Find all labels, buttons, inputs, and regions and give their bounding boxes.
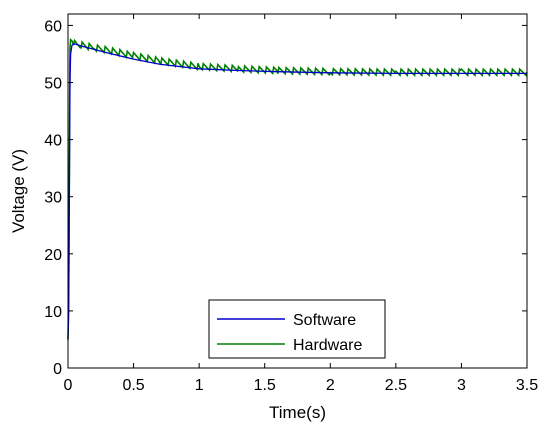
y-tick-label: 40	[44, 133, 62, 150]
x-tick-label: 1.5	[254, 377, 276, 394]
legend-box	[208, 299, 386, 359]
y-tick-label: 20	[44, 247, 62, 264]
x-tick-label: 0	[64, 377, 73, 394]
x-tick-label: 0.5	[122, 377, 144, 394]
x-tick-label: 1	[195, 377, 204, 394]
series-line-software	[67, 42, 527, 340]
x-axis-title: Time(s)	[269, 403, 326, 422]
y-tick-label: 0	[53, 361, 62, 378]
x-tick-label: 3	[457, 377, 466, 394]
x-tick-label: 2	[326, 377, 335, 394]
axes-box	[67, 13, 528, 369]
y-tick-label: 50	[44, 76, 62, 93]
y-tick-label: 60	[44, 18, 62, 35]
series-layer	[67, 38, 528, 340]
y-tick-label: 30	[44, 190, 62, 207]
legend-label: Hardware	[293, 337, 362, 354]
x-tick-label: 3.5	[516, 377, 538, 394]
y-axis-title: Voltage (V)	[9, 149, 28, 233]
ticks-layer: 0 0.5 1 1.5 2 2.5 3 3.5 0 10 20 30 40 50 60	[44, 14, 538, 394]
legend-label: Software	[293, 312, 356, 329]
y-tick-label: 10	[44, 304, 62, 321]
series-line-hardware	[67, 38, 528, 340]
x-tick-label: 2.5	[385, 377, 407, 394]
legend: Software Hardware	[208, 299, 386, 359]
